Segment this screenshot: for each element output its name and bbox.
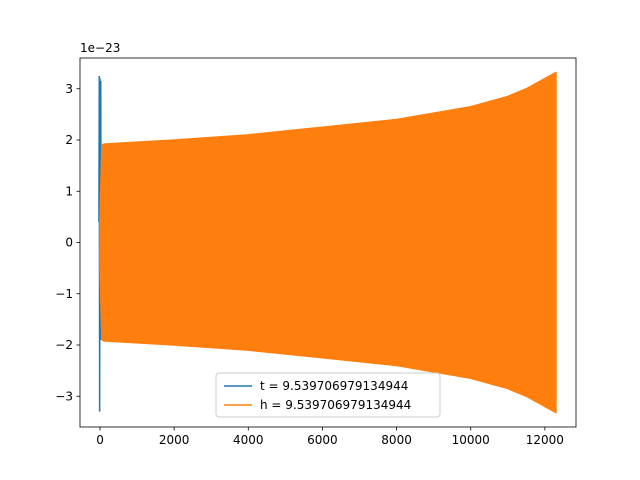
x-tick-label: 8000: [381, 433, 412, 447]
legend-box: [215, 372, 441, 418]
y-tick-label: 0: [65, 236, 73, 250]
y-tick-label: 2: [65, 133, 73, 147]
y-tick-label: −2: [55, 338, 73, 352]
x-tick-label: 2000: [159, 433, 190, 447]
x-tick-label: 6000: [307, 433, 338, 447]
y-tick-label: 3: [65, 82, 73, 96]
x-tick-label: 0: [96, 433, 104, 447]
x-tick-label: 10000: [452, 433, 490, 447]
axes-layer: 0 2000 4000 6000 8000 10000 12000 −3 −2 −1 0 1 2 3: [55, 57, 577, 447]
legend-label: t = 9.539706979134944: [260, 379, 408, 393]
y-offset-label: 1e−23: [80, 41, 120, 55]
legend: t = 9.539706979134944 h = 9.5397069791349…: [215, 372, 441, 418]
y-tick-label: −1: [55, 287, 73, 301]
x-tick-label: 12000: [526, 433, 564, 447]
legend-label: h = 9.539706979134944: [260, 398, 411, 412]
y-tick-label: −3: [55, 389, 73, 403]
x-tick-label: 4000: [233, 433, 264, 447]
series-layer: [98, 71, 557, 414]
series-h-envelope: [99, 71, 557, 414]
y-tick-label: 1: [65, 184, 73, 198]
